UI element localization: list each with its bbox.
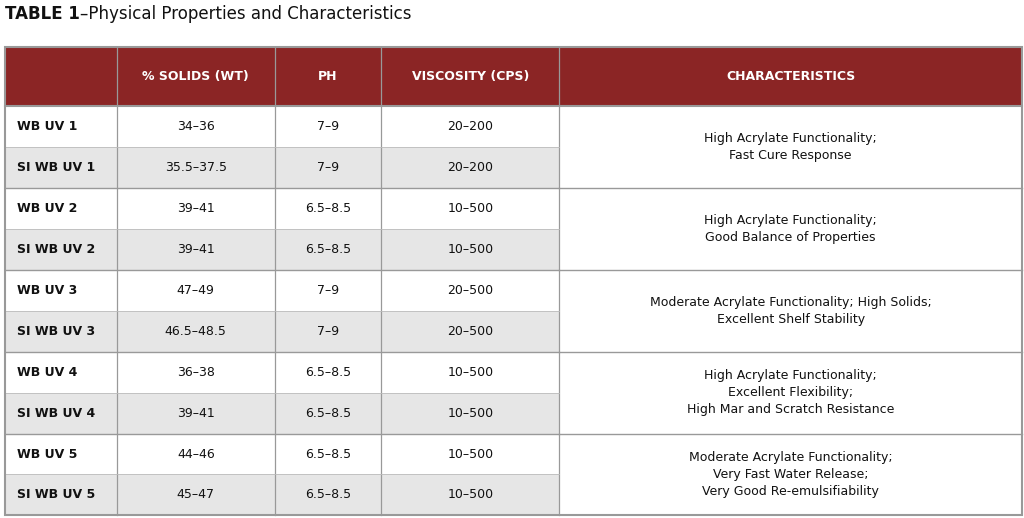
Text: 6.5–8.5: 6.5–8.5 (305, 448, 351, 461)
Text: 10–500: 10–500 (447, 448, 494, 461)
Bar (559, 270, 1022, 352)
Bar (5, 229, 1022, 270)
Text: 34–36: 34–36 (177, 120, 215, 133)
Text: High Acrylate Functionality;
Good Balance of Properties: High Acrylate Functionality; Good Balanc… (705, 214, 877, 244)
Text: 6.5–8.5: 6.5–8.5 (305, 488, 351, 501)
Bar (559, 106, 1022, 188)
Text: 39–41: 39–41 (177, 407, 215, 420)
Text: WB UV 5: WB UV 5 (17, 448, 78, 461)
Bar (559, 434, 1022, 515)
Bar (5, 47, 1022, 106)
Text: 7–9: 7–9 (316, 120, 339, 133)
Text: High Acrylate Functionality;
Excellent Flexibility;
High Mar and Scratch Resista: High Acrylate Functionality; Excellent F… (687, 369, 894, 416)
Text: VISCOSITY (CPS): VISCOSITY (CPS) (412, 70, 529, 83)
Text: 46.5–48.5: 46.5–48.5 (165, 325, 226, 338)
Text: 20–200: 20–200 (447, 161, 494, 174)
Text: WB UV 3: WB UV 3 (17, 284, 78, 297)
Text: 47–49: 47–49 (177, 284, 215, 297)
Bar (5, 434, 1022, 474)
Text: 44–46: 44–46 (177, 448, 215, 461)
Bar (5, 352, 1022, 393)
Text: 10–500: 10–500 (447, 202, 494, 215)
Text: SI WB UV 4: SI WB UV 4 (17, 407, 95, 420)
Text: TABLE 1: TABLE 1 (5, 5, 80, 23)
Text: 39–41: 39–41 (177, 243, 215, 256)
Text: SI WB UV 2: SI WB UV 2 (17, 243, 95, 256)
Text: WB UV 1: WB UV 1 (17, 120, 78, 133)
Text: 6.5–8.5: 6.5–8.5 (305, 243, 351, 256)
Text: 10–500: 10–500 (447, 488, 494, 501)
Text: 39–41: 39–41 (177, 202, 215, 215)
Text: 7–9: 7–9 (316, 161, 339, 174)
Bar (5, 393, 1022, 434)
Bar (5, 188, 1022, 229)
Text: 7–9: 7–9 (316, 284, 339, 297)
Text: SI WB UV 3: SI WB UV 3 (17, 325, 95, 338)
Text: Moderate Acrylate Functionality;
Very Fast Water Release;
Very Good Re-emulsifia: Moderate Acrylate Functionality; Very Fa… (689, 451, 893, 498)
Text: % SOLIDS (WT): % SOLIDS (WT) (142, 70, 249, 83)
Text: 6.5–8.5: 6.5–8.5 (305, 407, 351, 420)
Text: Moderate Acrylate Functionality; High Solids;
Excellent Shelf Stability: Moderate Acrylate Functionality; High So… (650, 296, 932, 326)
Text: 45–47: 45–47 (177, 488, 215, 501)
Text: SI WB UV 1: SI WB UV 1 (17, 161, 95, 174)
Text: 6.5–8.5: 6.5–8.5 (305, 366, 351, 379)
Text: 7–9: 7–9 (316, 325, 339, 338)
Text: WB UV 2: WB UV 2 (17, 202, 78, 215)
Text: High Acrylate Functionality;
Fast Cure Response: High Acrylate Functionality; Fast Cure R… (705, 132, 877, 162)
Text: 10–500: 10–500 (447, 243, 494, 256)
Text: SI WB UV 5: SI WB UV 5 (17, 488, 95, 501)
Bar (559, 188, 1022, 270)
Text: 10–500: 10–500 (447, 407, 494, 420)
Bar (5, 311, 1022, 352)
Bar (5, 147, 1022, 188)
Text: 20–500: 20–500 (447, 284, 494, 297)
Bar (5, 106, 1022, 147)
Text: 10–500: 10–500 (447, 366, 494, 379)
Text: 35.5–37.5: 35.5–37.5 (165, 161, 226, 174)
Bar (5, 270, 1022, 311)
Text: –Physical Properties and Characteristics: –Physical Properties and Characteristics (80, 5, 412, 23)
Text: PH: PH (318, 70, 338, 83)
Text: CHARACTERISTICS: CHARACTERISTICS (726, 70, 855, 83)
Bar (559, 352, 1022, 434)
Text: WB UV 4: WB UV 4 (17, 366, 78, 379)
Text: 6.5–8.5: 6.5–8.5 (305, 202, 351, 215)
Text: 20–200: 20–200 (447, 120, 494, 133)
Text: 20–500: 20–500 (447, 325, 494, 338)
Text: 36–38: 36–38 (177, 366, 215, 379)
Bar (5, 474, 1022, 515)
